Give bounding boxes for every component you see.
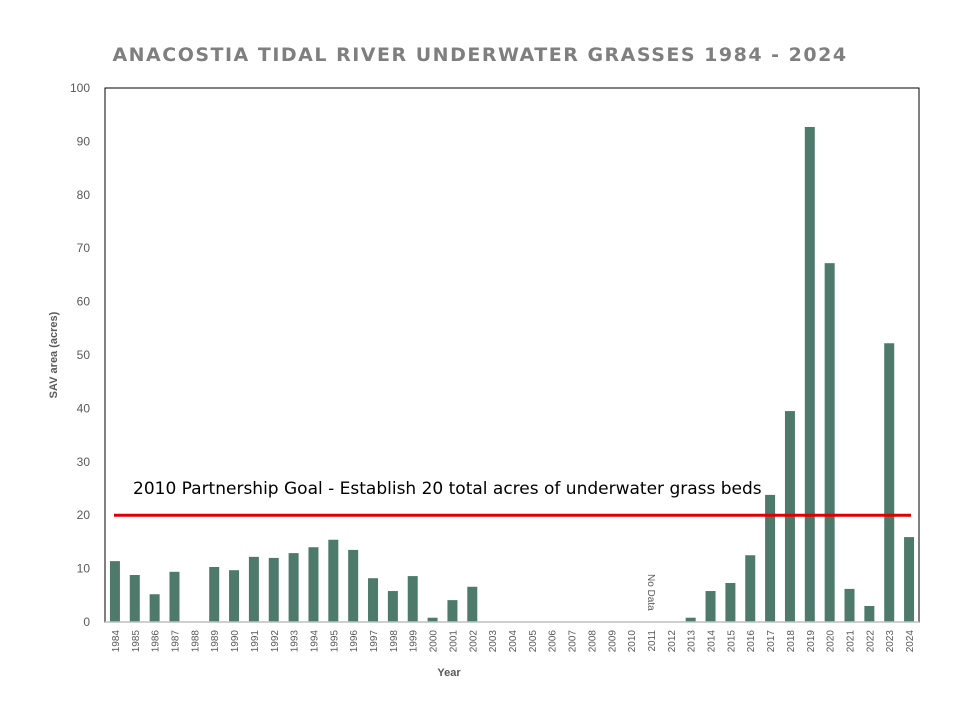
x-tick-label: 1996: [349, 630, 360, 653]
x-tick-label: 2009: [607, 630, 618, 653]
bar-2023: [884, 343, 895, 622]
x-tick-label: 2017: [766, 630, 777, 653]
y-tick-label: 10: [77, 562, 91, 576]
x-tick-label: 2005: [528, 630, 539, 653]
bar-2017: [765, 494, 776, 622]
bar-1984: [109, 561, 120, 622]
bar-2001: [447, 600, 458, 622]
y-tick-label: 90: [77, 134, 91, 148]
x-tick-label: 1987: [170, 630, 181, 653]
x-tick-label: 2014: [707, 630, 718, 653]
bar-1990: [229, 570, 240, 622]
x-tick-label: 2024: [905, 630, 916, 653]
x-tick-label: 2010: [627, 630, 638, 653]
x-tick-label: 2011: [647, 630, 658, 652]
bar-1991: [248, 556, 259, 622]
x-axis-title: Year: [437, 667, 461, 679]
x-tick-label: 2000: [429, 630, 440, 653]
y-tick-label: 80: [77, 188, 91, 202]
bar-1993: [288, 553, 299, 622]
x-tick-label: 1990: [230, 630, 241, 653]
bar-2022: [864, 605, 875, 622]
bar-1997: [368, 578, 379, 622]
x-tick-label: 1988: [190, 630, 201, 653]
no-data-annotation: No Data: [645, 574, 656, 611]
bar-2019: [804, 126, 815, 623]
bar-2002: [467, 586, 478, 622]
y-axis-title: SAV area (acres): [48, 311, 60, 398]
chart-title: ANACOSTIA TIDAL RIVER UNDERWATER GRASSES…: [112, 44, 848, 66]
x-tick-label: 2016: [746, 630, 757, 653]
bar-2016: [745, 555, 756, 622]
x-tick-label: 1998: [389, 630, 400, 653]
x-tick-label: 2002: [468, 630, 479, 653]
x-tick-label: 2012: [667, 630, 678, 653]
y-tick-label: 20: [77, 508, 91, 522]
y-tick-label: 60: [77, 295, 91, 309]
x-tick-label: 2004: [508, 630, 519, 653]
x-tick-label: 2019: [806, 630, 817, 653]
bar-2014: [705, 591, 716, 622]
bar-1998: [387, 591, 398, 622]
bar-2021: [844, 588, 855, 622]
x-tick-label: 1995: [329, 630, 340, 653]
y-tick-label: 40: [77, 401, 91, 415]
x-tick-label: 1989: [210, 630, 221, 653]
x-tick-label: 1985: [131, 630, 142, 653]
x-tick-label: 1994: [309, 630, 320, 653]
x-tick-label: 2020: [826, 630, 837, 653]
x-tick-label: 2021: [846, 630, 857, 653]
bar-1985: [129, 575, 140, 622]
x-tick-label: 2008: [587, 630, 598, 653]
x-tick-label: 1991: [250, 630, 261, 653]
bar-2020: [824, 263, 835, 622]
plot-area: [104, 87, 920, 623]
x-tick-label: 2013: [687, 630, 698, 653]
x-tick-label: 2018: [786, 630, 797, 653]
bar-2013: [685, 617, 696, 622]
bar-1995: [328, 539, 339, 622]
bar-1987: [169, 571, 180, 622]
x-tick-label: 1997: [369, 630, 380, 653]
y-tick-label: 50: [77, 348, 91, 362]
bar-1992: [268, 557, 279, 622]
x-tick-label: 1999: [409, 630, 420, 653]
x-tick-label: 2001: [448, 630, 459, 653]
x-tick-label: 2023: [885, 630, 896, 653]
bar-1986: [149, 594, 160, 622]
y-tick-label: 0: [83, 615, 90, 629]
y-tick-label: 100: [70, 81, 90, 95]
x-tick-label: 2015: [726, 630, 737, 653]
x-tick-label: 2007: [568, 630, 579, 653]
x-tick-label: 1992: [270, 630, 281, 653]
bar-2000: [427, 617, 438, 622]
bar-1999: [407, 576, 418, 622]
x-tick-label: 2006: [548, 630, 559, 653]
x-tick-label: 2003: [488, 630, 499, 653]
bar-1989: [209, 566, 220, 622]
bar-2015: [725, 583, 736, 622]
bar-1994: [308, 547, 319, 622]
x-tick-label: 1993: [290, 630, 301, 653]
y-tick-label: 70: [77, 241, 91, 255]
x-tick-label: 1984: [111, 630, 122, 653]
y-tick-label: 30: [77, 455, 91, 469]
x-tick-label: 2022: [865, 630, 876, 653]
bar-2024: [904, 537, 915, 622]
x-tick-label: 1986: [151, 630, 162, 653]
bar-1996: [348, 549, 359, 622]
goal-line-label: 2010 Partnership Goal - Establish 20 tot…: [133, 479, 762, 499]
